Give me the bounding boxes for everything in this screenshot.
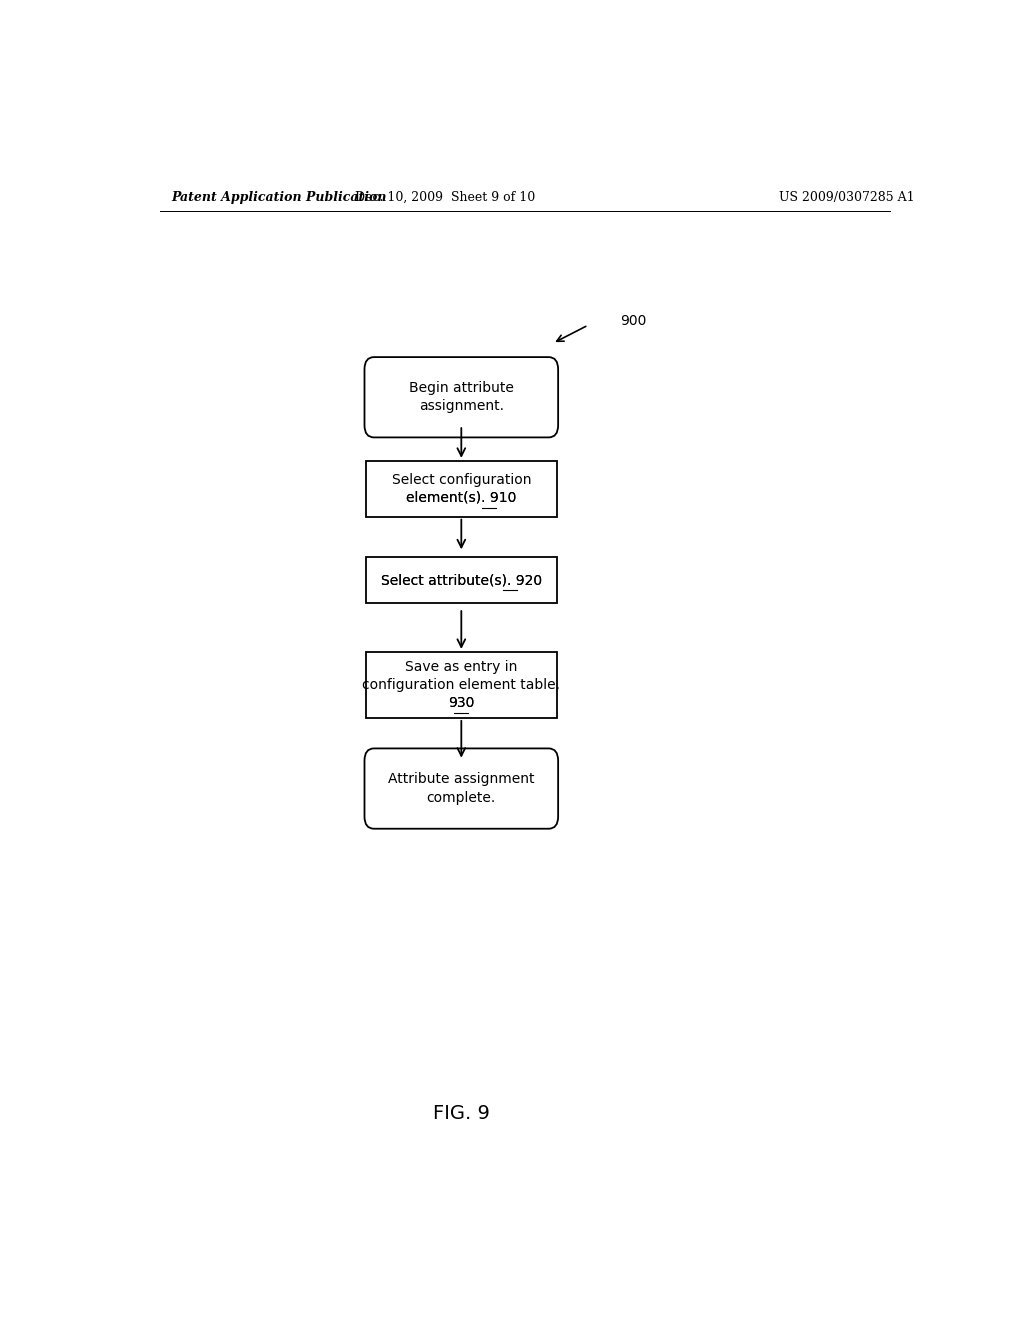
FancyBboxPatch shape <box>367 461 557 516</box>
Text: 930: 930 <box>449 696 474 710</box>
Text: configuration element table.: configuration element table. <box>362 678 560 692</box>
Text: FIG. 9: FIG. 9 <box>433 1105 489 1123</box>
FancyBboxPatch shape <box>365 748 558 829</box>
Text: Dec. 10, 2009  Sheet 9 of 10: Dec. 10, 2009 Sheet 9 of 10 <box>355 190 536 203</box>
FancyBboxPatch shape <box>367 557 557 603</box>
Text: Save as entry in: Save as entry in <box>406 660 517 673</box>
Text: element(s). 910: element(s). 910 <box>407 491 516 504</box>
Text: Select configuration: Select configuration <box>391 473 531 487</box>
Text: Patent Application Publication: Patent Application Publication <box>172 190 387 203</box>
Text: Select attribute(s). 920: Select attribute(s). 920 <box>381 573 542 587</box>
FancyBboxPatch shape <box>365 358 558 437</box>
Text: 900: 900 <box>620 314 646 329</box>
Text: 930: 930 <box>449 696 474 710</box>
Text: Attribute assignment
complete.: Attribute assignment complete. <box>388 772 535 805</box>
Text: element(s). 910: element(s). 910 <box>407 491 516 504</box>
Text: Select attribute(s). 920: Select attribute(s). 920 <box>381 573 542 587</box>
Text: US 2009/0307285 A1: US 2009/0307285 A1 <box>778 190 914 203</box>
Text: Begin attribute
assignment.: Begin attribute assignment. <box>409 381 514 413</box>
FancyBboxPatch shape <box>367 652 557 718</box>
